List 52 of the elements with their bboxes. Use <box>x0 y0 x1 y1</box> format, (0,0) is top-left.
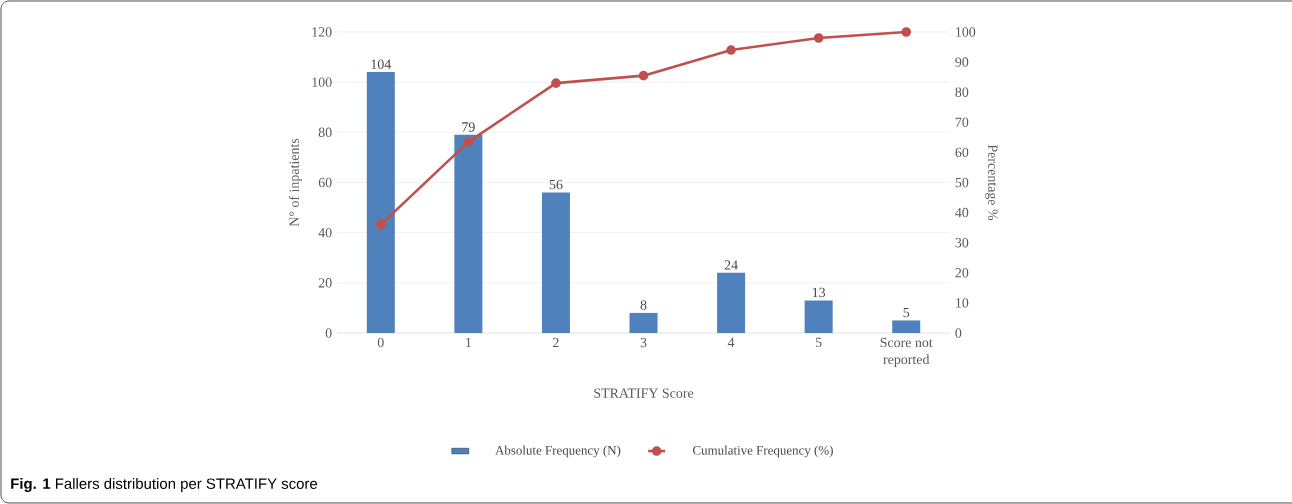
bar <box>366 72 395 333</box>
x-tick-label: 2 <box>553 337 559 348</box>
bar <box>541 192 570 333</box>
data-label: 5 <box>903 307 910 318</box>
point <box>376 219 386 230</box>
y2-tick-label: 30 <box>955 237 969 248</box>
bar <box>629 312 658 333</box>
y2-tick-label: 50 <box>955 177 969 188</box>
x-tick-label: 4 <box>727 337 735 348</box>
y2-tick-label: 40 <box>955 207 969 218</box>
bar <box>454 134 483 333</box>
y2-tick-label: 90 <box>955 57 969 67</box>
point <box>726 45 736 55</box>
data-label: 79 <box>462 122 475 132</box>
y-tick-label: 80 <box>318 127 332 138</box>
legend-label: Cumulative Frequency (%) <box>692 445 833 458</box>
data-label: 13 <box>812 287 826 298</box>
y-tick-label: 20 <box>318 278 332 288</box>
point <box>638 70 649 81</box>
data-label: 56 <box>549 179 563 190</box>
y2-tick-label: 100 <box>956 27 976 37</box>
bar <box>804 300 833 333</box>
y2-axis-title: Percentage % <box>985 144 998 221</box>
y2-tick-label: 0 <box>955 328 962 338</box>
y-tick-label: 120 <box>312 27 332 37</box>
point <box>463 137 474 147</box>
data-label: 104 <box>371 59 392 69</box>
point <box>813 33 824 43</box>
x-tick-label: 1 <box>466 337 472 348</box>
legend-label: Absolute Frequency (N) <box>495 445 621 458</box>
y-tick-label: 0 <box>325 328 332 338</box>
bar <box>892 320 921 333</box>
x-tick-label: Score not reported <box>880 337 933 367</box>
y2-tick-label: 60 <box>955 147 969 158</box>
y2-tick-label: 10 <box>956 298 969 308</box>
point <box>551 78 561 88</box>
x-tick-label: 3 <box>640 337 647 348</box>
y2-tick-label: 20 <box>955 268 969 278</box>
y-tick-label: 60 <box>318 177 332 188</box>
data-label: 24 <box>724 260 738 270</box>
point <box>901 27 912 37</box>
x-axis-title: STRATIFY Score <box>594 388 694 398</box>
y2-tick-label: 70 <box>955 117 969 127</box>
x-tick-label: 0 <box>377 337 384 348</box>
text: Fig. 1 Fallers distribution per STRATIFY score <box>11 477 318 492</box>
bar <box>717 272 746 333</box>
data-label: 8 <box>640 300 647 310</box>
y-tick-label: 100 <box>312 77 332 87</box>
y-tick-label: 40 <box>318 227 332 238</box>
y2-tick-label: 80 <box>955 87 969 97</box>
x-tick-label: 5 <box>815 337 822 348</box>
y-axis-title: N° of inpatients <box>288 138 302 227</box>
